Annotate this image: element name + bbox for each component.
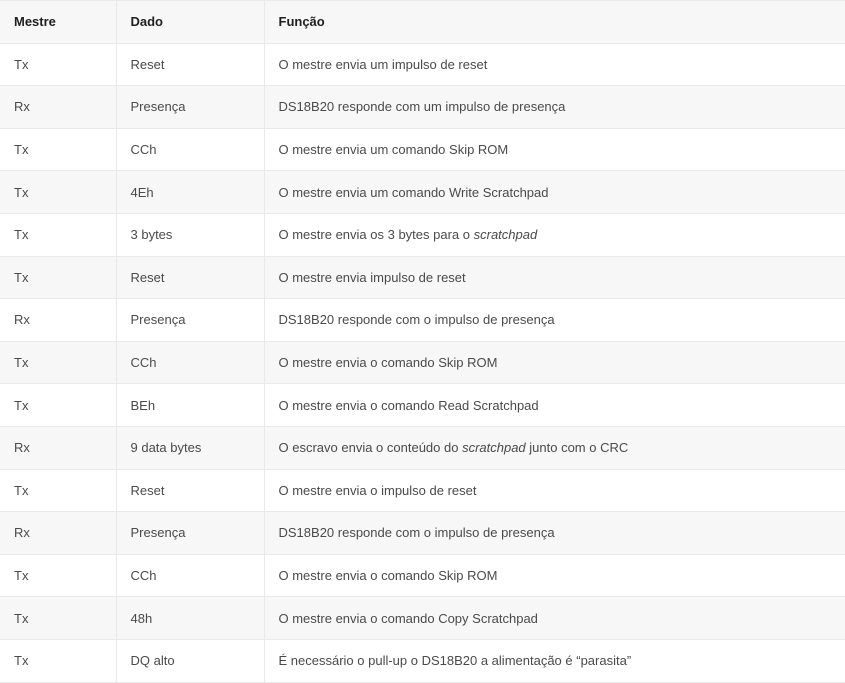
cell-funcao: O mestre envia um comando Write Scratchp… (264, 170, 845, 214)
table-row: Tx Reset O mestre envia o impulso de reset (0, 468, 845, 513)
cell-mestre: Tx (0, 170, 117, 214)
cell-funcao: DS18B20 responde com o impulso de presen… (264, 511, 845, 555)
cell-mestre: Tx (0, 383, 117, 427)
cell-dado: 4Eh (116, 170, 265, 214)
cell-mestre: Tx (0, 553, 117, 598)
funcao-text: O mestre envia os 3 bytes para o (278, 227, 474, 243)
funcao-text: O mestre envia o comando Skip ROM (278, 355, 498, 371)
funcao-text: junto com o CRC (525, 440, 629, 456)
cell-mestre: Tx (0, 212, 117, 257)
column-header-mestre: Mestre (0, 0, 117, 44)
cell-dado: DQ alto (116, 638, 265, 683)
table-row: Tx Reset O mestre envia um impulso de rese… (0, 42, 845, 87)
cell-mestre: Tx (0, 127, 117, 172)
table-row: Tx BEh O mestre envia o comando Read Scrat… (0, 383, 845, 427)
funcao-italic-term: scratchpad (473, 227, 538, 243)
table-row: Tx CCh O mestre envia o comando Skip ROM (0, 340, 845, 385)
table-row: Tx DQ alto É necessário o pull-up o DS18B2… (0, 638, 845, 683)
funcao-text: O mestre envia um comando Skip ROM (278, 142, 509, 158)
cell-mestre: Rx (0, 298, 117, 342)
funcao-text: DS18B20 responde com um impulso de prese… (278, 99, 566, 115)
funcao-text: É necessário o pull-up o DS18B20 a alime… (278, 653, 632, 669)
funcao-text: O mestre envia um comando Write Scratchp… (278, 184, 549, 200)
cell-mestre: Rx (0, 511, 117, 555)
cell-mestre: Tx (0, 468, 117, 513)
header-row: Mestre Dado Função (0, 0, 845, 44)
funcao-text: O mestre envia impulso de reset (278, 269, 466, 285)
cell-dado: CCh (116, 127, 265, 172)
cell-funcao: O mestre envia impulso de reset (264, 255, 845, 300)
table-row: Tx Reset O mestre envia impulso de reset (0, 255, 845, 300)
table-row: Rx Presença DS18B20 responde com o impulso… (0, 511, 845, 555)
cell-funcao: DS18B20 responde com o impulso de presen… (264, 298, 845, 342)
cell-dado: Reset (116, 42, 265, 87)
funcao-text: O escravo envia o conteúdo do (278, 440, 463, 456)
funcao-text: O mestre envia um impulso de reset (278, 56, 488, 72)
cell-dado: CCh (116, 340, 265, 385)
cell-funcao: O mestre envia o impulso de reset (264, 468, 845, 513)
funcao-text: O mestre envia o impulso de reset (278, 482, 477, 498)
table-body: Tx Reset O mestre envia um impulso de rese… (0, 42, 845, 683)
cell-mestre: Tx (0, 340, 117, 385)
table-row: Rx 9 data bytes O escravo envia o conteúdo… (0, 425, 845, 470)
cell-funcao: O mestre envia um comando Skip ROM (264, 127, 845, 172)
cell-funcao: O mestre envia o comando Skip ROM (264, 340, 845, 385)
column-header-funcao: Função (264, 0, 845, 44)
cell-funcao: É necessário o pull-up o DS18B20 a alime… (264, 638, 845, 683)
cell-mestre: Tx (0, 596, 117, 640)
funcao-text: O mestre envia o comando Skip ROM (278, 568, 498, 584)
table-row: Tx CCh O mestre envia um comando Skip ROM (0, 127, 845, 172)
cell-dado: 48h (116, 596, 265, 640)
funcao-text: O mestre envia o comando Copy Scratchpad (278, 610, 538, 626)
cell-dado: Reset (116, 468, 265, 513)
column-header-dado: Dado (116, 0, 265, 44)
table-row: Tx 48h O mestre envia o comando Copy Scrat… (0, 596, 845, 640)
table-row: Tx CCh O mestre envia o comando Skip ROM (0, 553, 845, 598)
cell-dado: 3 bytes (116, 212, 265, 257)
cell-funcao: O mestre envia um impulso de reset (264, 42, 845, 87)
cell-mestre: Tx (0, 255, 117, 300)
funcao-text: O mestre envia o comando Read Scratchpad (278, 397, 539, 413)
cell-funcao: O mestre envia os 3 bytes para o scratch… (264, 212, 845, 257)
funcao-text: DS18B20 responde com o impulso de presen… (278, 312, 555, 328)
cell-dado: 9 data bytes (116, 425, 265, 470)
table-row: Tx 3 bytes O mestre envia os 3 bytes para … (0, 212, 845, 257)
cell-dado: Presença (116, 85, 265, 129)
cell-dado: BEh (116, 383, 265, 427)
cell-dado: Presença (116, 298, 265, 342)
table-row: Tx 4Eh O mestre envia um comando Write Scr… (0, 170, 845, 214)
cell-funcao: O mestre envia o comando Read Scratchpad (264, 383, 845, 427)
cell-funcao: O mestre envia o comando Copy Scratchpad (264, 596, 845, 640)
funcao-italic-term: scratchpad (462, 440, 526, 456)
cell-mestre: Tx (0, 42, 117, 87)
table-header: Mestre Dado Função (0, 0, 845, 44)
cell-dado: CCh (116, 553, 265, 598)
cell-mestre: Rx (0, 425, 117, 470)
cell-mestre: Tx (0, 638, 117, 683)
table-row: Rx Presença DS18B20 responde com o impulso… (0, 298, 845, 342)
cell-funcao: DS18B20 responde com um impulso de prese… (264, 85, 845, 129)
cell-dado: Presença (116, 511, 265, 555)
cell-funcao: O mestre envia o comando Skip ROM (264, 553, 845, 598)
funcao-text: DS18B20 responde com o impulso de presen… (278, 525, 555, 541)
cell-mestre: Rx (0, 85, 117, 129)
cell-dado: Reset (116, 255, 265, 300)
table-row: Rx Presença DS18B20 responde com um impuls… (0, 85, 845, 129)
cell-funcao: O escravo envia o conteúdo do scratchpad… (264, 425, 845, 470)
